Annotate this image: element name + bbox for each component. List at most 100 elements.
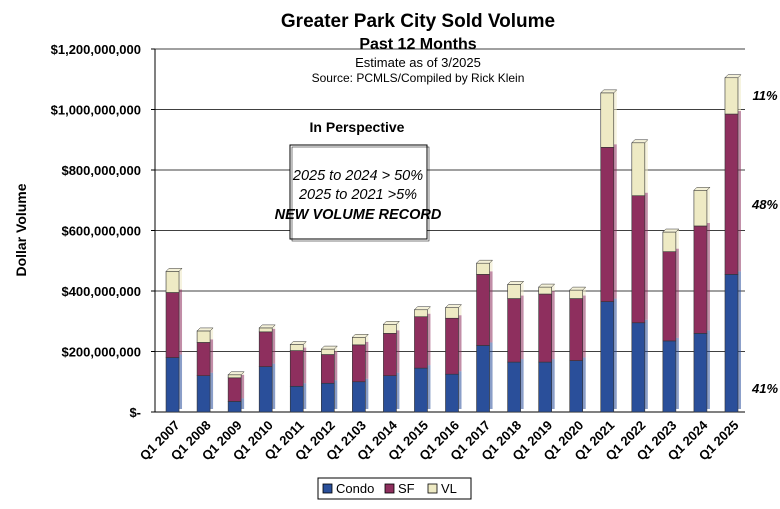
bar-side-vl	[706, 187, 710, 223]
bar-side-condo	[644, 319, 648, 409]
y-tick-label: $200,000,000	[61, 345, 141, 360]
y-tick-label: $1,200,000,000	[51, 42, 141, 57]
bar-segment-sf	[538, 293, 552, 363]
bar-top-cap	[600, 89, 618, 94]
bar-segment-sf	[320, 354, 335, 384]
bar-side-sf	[644, 192, 648, 320]
bar-side-sf	[706, 222, 710, 331]
bar-side-sf	[272, 328, 276, 364]
bar-side-condo	[489, 342, 493, 409]
bar-side-sf	[489, 271, 493, 343]
pct-label-vl: 11%	[752, 88, 777, 103]
bar-segment-vl	[414, 309, 428, 318]
bar-segment-vl	[258, 327, 273, 333]
bar-segment-sf	[258, 331, 273, 367]
bar-segment-sf	[352, 344, 366, 383]
bar-segment-sf	[476, 274, 490, 346]
bar-segment-vl	[352, 336, 366, 346]
bar-segment-vl	[600, 92, 615, 148]
bar-segment-condo	[600, 301, 615, 413]
bar-side-vl	[334, 346, 338, 352]
bar-segment-condo	[662, 340, 677, 413]
bar-side-vl	[489, 260, 493, 272]
bar-side-condo	[303, 383, 307, 409]
legend-label-condo: Condo	[336, 481, 374, 496]
bar-segment-sf	[165, 292, 180, 358]
bar-segment-sf	[507, 298, 521, 363]
bar-top-cap	[538, 283, 556, 288]
bar-side-condo	[613, 298, 617, 409]
y-tick-label: $800,000,000	[61, 163, 141, 178]
bar-side-condo	[179, 354, 183, 409]
bar-segment-condo	[227, 401, 242, 413]
bar-top-cap	[289, 341, 307, 345]
bar-top-cap	[631, 139, 649, 144]
bar-segment-condo	[569, 360, 584, 413]
bar-segment-vl	[289, 344, 304, 351]
annotation-line-1: 2025 to 2024 > 50%	[292, 168, 423, 184]
bar-top-cap	[693, 187, 711, 191]
bar-segment-condo	[383, 375, 397, 413]
bar-segment-condo	[538, 361, 552, 413]
bar-side-sf	[675, 248, 679, 338]
chart-title: Greater Park City Sold Volume	[281, 11, 555, 32]
bar-side-condo	[551, 359, 555, 409]
bar-segment-sf	[600, 147, 615, 302]
pct-label-condo: 41%	[751, 381, 778, 396]
chart-subtitle: Past 12 Months	[359, 36, 476, 53]
bar-segment-condo	[693, 333, 708, 413]
legend-box	[317, 477, 472, 500]
bar-side-vl	[365, 334, 369, 342]
legend-swatch-sf	[384, 483, 395, 494]
bar-segment-condo	[476, 345, 490, 413]
bar-top-cap	[444, 304, 463, 308]
bar-top-cap	[413, 306, 432, 311]
y-tick-label: $-	[129, 405, 141, 420]
y-axis-label: Dollar Volume	[13, 183, 29, 276]
bar-side-condo	[334, 380, 338, 409]
source-note: Source: PCMLS/Compiled by Rick Klein	[312, 71, 525, 85]
bar-side-vl	[644, 139, 648, 193]
bar-side-condo	[396, 372, 400, 409]
bar-segment-sf	[693, 225, 708, 334]
bar-side-condo	[272, 363, 276, 409]
legend-swatch-vl	[427, 483, 438, 494]
bar-top-cap	[569, 286, 587, 291]
bar-top-cap	[258, 324, 276, 329]
bar-side-condo	[210, 372, 214, 409]
bar-segment-condo	[414, 367, 428, 413]
bar-top-cap	[165, 268, 183, 272]
bar-side-condo	[427, 365, 431, 409]
bar-segment-condo	[289, 385, 304, 413]
legend-label-vl: VL	[441, 481, 457, 496]
bar-side-sf	[210, 339, 214, 373]
bar-segment-sf	[196, 342, 211, 376]
bar-side-vl	[210, 327, 214, 340]
bar-side-vl	[427, 306, 431, 314]
y-tick-label: $400,000,000	[61, 284, 141, 299]
bar-side-sf	[737, 111, 741, 272]
bar-side-condo	[737, 271, 741, 409]
bar-segment-condo	[352, 381, 366, 413]
annotation-line-3: NEW VOLUME RECORD	[275, 207, 442, 223]
legend-swatch-condo	[322, 483, 333, 494]
bar-top-cap	[196, 327, 214, 332]
annotation-box-shadow	[291, 146, 430, 242]
bar-side-sf	[458, 315, 462, 372]
estimate-note: Estimate as of 3/2025	[355, 55, 481, 70]
bar-segment-condo	[196, 375, 211, 413]
bar-side-condo	[241, 398, 245, 409]
bar-top-cap	[662, 228, 680, 233]
y-tick-labels: $- $200,000,000 $400,000,000 $600,000,000 $8…	[51, 42, 141, 420]
bar-segment-condo	[258, 366, 273, 413]
bar-top-cap	[382, 321, 400, 325]
bar-segment-sf	[445, 317, 459, 375]
bar-side-condo	[706, 330, 710, 409]
bar-side-vl	[272, 324, 276, 329]
bar-top-cap	[475, 259, 494, 264]
bar-segment-vl	[724, 77, 739, 115]
bar-segment-condo	[445, 373, 459, 413]
bar-segment-condo	[724, 274, 739, 413]
